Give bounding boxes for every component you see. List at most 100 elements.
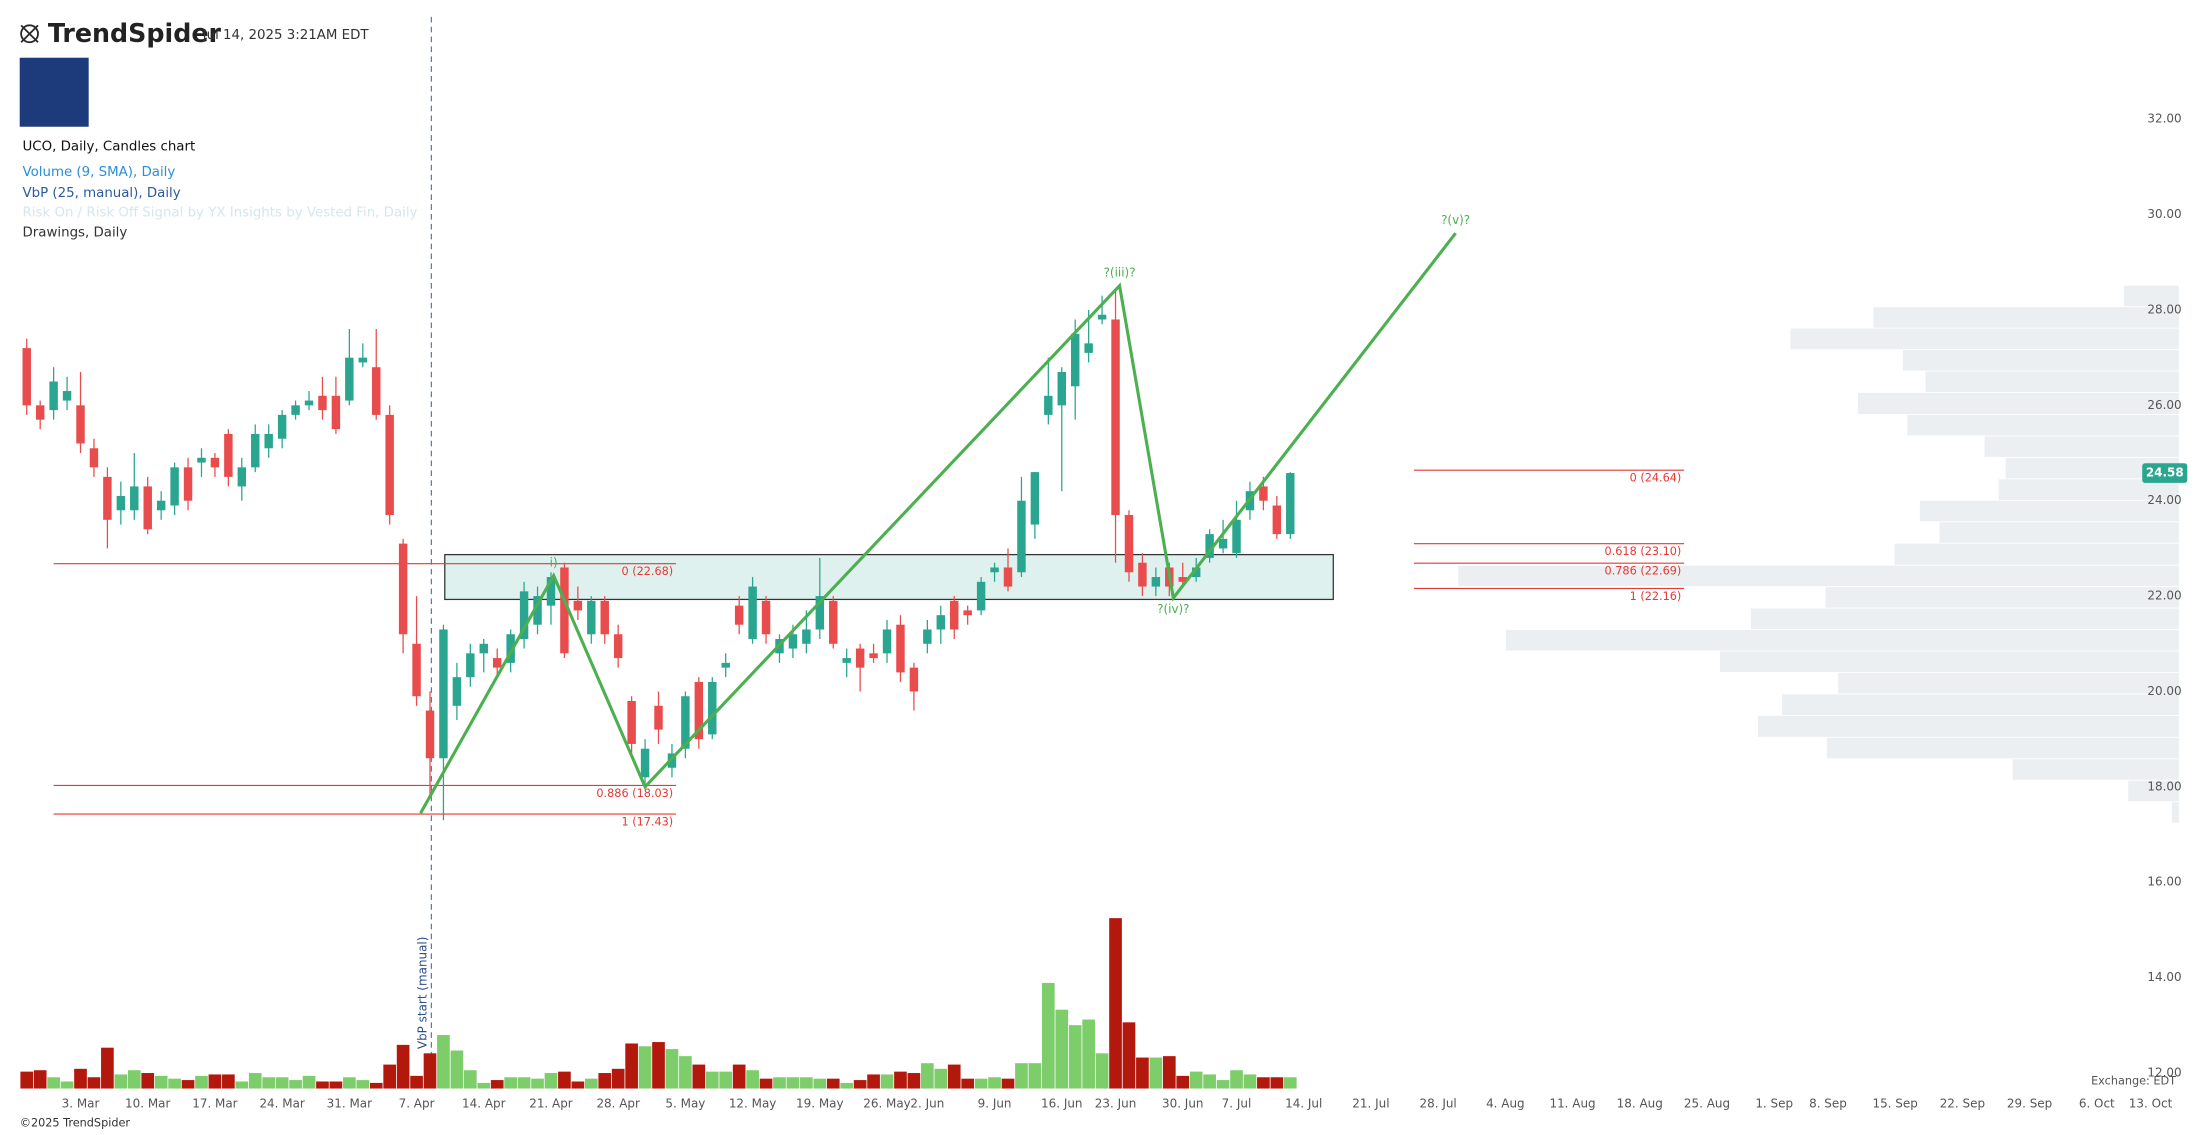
candle-body <box>1205 534 1214 558</box>
volume-bar <box>33 1070 47 1089</box>
candle-body <box>251 433 260 468</box>
candle-body <box>506 634 515 663</box>
vbp-bar <box>1757 715 2179 737</box>
volume-bar <box>719 1071 733 1089</box>
candle-body <box>304 400 314 406</box>
x-tick-label: 6. Oct <box>2079 1097 2115 1111</box>
x-tick-label: 3. Mar <box>62 1097 100 1111</box>
candle-body <box>869 653 878 659</box>
candle-body <box>425 710 435 759</box>
candle-body <box>277 414 287 439</box>
volume-bar <box>1001 1078 1015 1089</box>
candle-body <box>1111 319 1120 516</box>
volume-bar <box>1149 1057 1163 1089</box>
candle-body <box>721 662 730 668</box>
candle-body <box>802 629 811 644</box>
volume-bar <box>907 1073 921 1089</box>
x-tick-label: 2. Jun <box>910 1097 944 1111</box>
y-tick-label: 32.00 <box>2147 112 2181 126</box>
y-tick-label: 12.00 <box>2147 1065 2181 1079</box>
candle-body <box>909 667 919 692</box>
candle-body <box>1232 519 1241 554</box>
volume-bar <box>598 1073 612 1089</box>
volume-bar <box>1082 1019 1095 1089</box>
x-tick-label: 26. May <box>863 1097 911 1111</box>
x-tick-label: 28. Jul <box>1420 1097 1457 1111</box>
candle-body <box>1191 567 1201 578</box>
volume-bar <box>1162 1056 1176 1089</box>
volume-bar <box>1095 1053 1109 1089</box>
candle-body <box>842 658 851 663</box>
y-tick-label: 22.00 <box>2147 589 2181 603</box>
candle-body <box>654 705 663 730</box>
volume-bar <box>665 1049 679 1089</box>
volume-bar <box>652 1042 665 1089</box>
candle-body <box>291 405 300 415</box>
candle-body <box>35 405 45 420</box>
volume-bar <box>625 1043 638 1089</box>
candle-body <box>923 629 932 644</box>
volume-bar <box>477 1082 491 1089</box>
candle-body <box>76 405 85 444</box>
candle-body <box>103 476 112 520</box>
x-tick-label: 16. Jun <box>1041 1097 1082 1111</box>
candle-body <box>613 634 623 659</box>
candle-body <box>573 600 583 611</box>
volume-bar <box>437 1035 450 1089</box>
volume-bar <box>746 1070 759 1089</box>
x-tick-label: 21. Jul <box>1352 1097 1389 1111</box>
volume-bar <box>921 1063 934 1089</box>
volume-bar <box>181 1080 195 1089</box>
candle-body <box>990 567 999 573</box>
vbp-bar <box>2128 780 2179 802</box>
candle-body <box>479 643 488 654</box>
candle-body <box>1272 505 1282 535</box>
volume-bar <box>571 1081 585 1089</box>
x-tick-label: 10. Mar <box>125 1097 170 1111</box>
volume-bar <box>1176 1075 1190 1089</box>
volume-bar <box>894 1071 907 1089</box>
vbp-bar <box>1998 479 2179 500</box>
indicator-label[interactable]: Volume (9, SMA), Daily <box>23 165 176 180</box>
candle-body <box>466 653 475 678</box>
volume-bar <box>356 1080 370 1089</box>
candle-body <box>1124 515 1134 573</box>
candle-body <box>627 701 636 744</box>
volume-bar <box>275 1077 289 1089</box>
indicator-label[interactable]: VbP (25, manual), Daily <box>23 186 181 201</box>
volume-bar <box>1041 982 1055 1089</box>
volume-bar <box>490 1080 504 1089</box>
candle-body <box>264 433 273 449</box>
volume-bar <box>208 1074 222 1089</box>
brand-logo <box>20 24 39 44</box>
vbp-bar <box>1719 651 2179 673</box>
x-tick-label: 1. Sep <box>1755 1097 1793 1111</box>
x-tick-label: 19. May <box>796 1097 844 1111</box>
vbp-bar <box>1826 737 2179 759</box>
candle-body <box>398 543 408 635</box>
volume-bar <box>1028 1063 1042 1089</box>
indicator-label[interactable]: Risk On / Risk Off Signal by YX Insights… <box>23 206 418 221</box>
candle-body <box>1286 473 1295 535</box>
volume-bar <box>584 1078 598 1089</box>
chart-title: UCO, Daily, Candles chart <box>23 139 196 154</box>
vbp-bar <box>2123 285 2179 307</box>
volume-bar <box>222 1074 235 1089</box>
vbp-bar <box>1458 565 2179 587</box>
fib-label: 0.618 (23.10) <box>1605 545 1682 558</box>
volume-bar <box>369 1082 383 1089</box>
vbp-bar <box>1939 522 2179 543</box>
fib-label: 1 (22.16) <box>1630 590 1682 603</box>
volume-bar <box>692 1064 706 1089</box>
candle-body <box>1003 567 1013 587</box>
volume-bar <box>450 1050 464 1089</box>
candle-body <box>882 629 892 654</box>
candle-body <box>640 748 650 778</box>
x-tick-label: 18. Aug <box>1617 1097 1663 1111</box>
volume-bar <box>800 1077 813 1089</box>
volume-bar <box>1216 1080 1230 1089</box>
x-tick-label: 7. Jul <box>1222 1097 1252 1111</box>
indicator-label[interactable]: Drawings, Daily <box>23 225 128 240</box>
candle-body <box>89 448 99 468</box>
